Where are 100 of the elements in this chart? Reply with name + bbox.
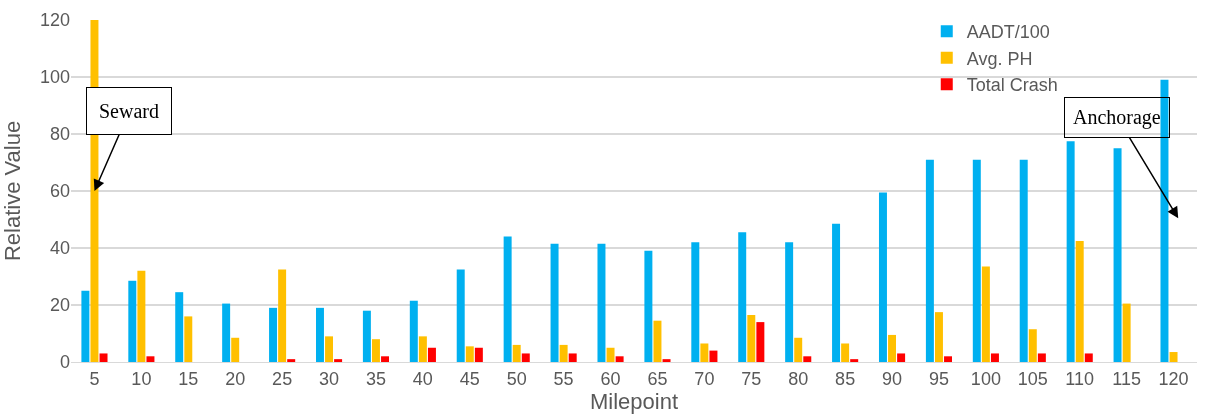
legend-label: Avg. PH: [966, 48, 1033, 69]
bar: [747, 314, 756, 362]
x-tick-label: 5: [89, 368, 100, 389]
bar: [1075, 240, 1084, 362]
bar: [503, 236, 512, 362]
bar: [512, 344, 521, 362]
bar: [700, 343, 709, 362]
bar: [1084, 353, 1093, 362]
y-tick-label: 60: [49, 181, 70, 202]
bar: [334, 359, 343, 362]
bar: [1122, 303, 1131, 362]
bar: [1066, 141, 1075, 362]
x-tick-label: 80: [788, 368, 809, 389]
x-tick-label: 95: [928, 368, 949, 389]
x-tick-label: 100: [970, 368, 1001, 389]
bar: [934, 312, 943, 362]
bar: [662, 359, 671, 362]
bar: [146, 356, 155, 362]
bar: [371, 339, 380, 362]
bar: [521, 353, 530, 362]
bar: [944, 356, 953, 362]
x-tick-label: 15: [178, 368, 199, 389]
bar: [381, 356, 390, 362]
bar: [981, 266, 990, 362]
x-tick-label: 55: [553, 368, 574, 389]
bar: [972, 159, 981, 362]
bar: [418, 336, 427, 362]
bar: [568, 353, 577, 362]
bar: [465, 346, 474, 362]
bar: [287, 359, 296, 362]
x-tick-label: 70: [694, 368, 715, 389]
legend-label: AADT/100: [966, 22, 1050, 43]
bar: [888, 334, 897, 362]
y-tick-label: 100: [39, 67, 70, 88]
bar: [738, 232, 747, 362]
x-axis-title: Milepoint: [589, 388, 679, 414]
bar: [362, 310, 371, 362]
bar: [99, 353, 108, 362]
bar: [325, 336, 334, 362]
bar: [597, 243, 606, 362]
bar: [81, 290, 90, 362]
bar: [841, 343, 850, 362]
bar: [315, 307, 324, 362]
bar: [756, 322, 765, 362]
bar: [137, 270, 146, 362]
annotation: Seward: [99, 100, 159, 122]
x-tick-label: 60: [600, 368, 621, 389]
bar: [474, 347, 483, 362]
bar: [409, 300, 418, 362]
bar: [615, 356, 624, 362]
x-tick-label: 25: [272, 368, 293, 389]
x-tick-label: 65: [647, 368, 668, 389]
bar: [1169, 352, 1178, 362]
x-tick-label: 30: [319, 368, 340, 389]
bar: [653, 320, 662, 362]
x-tick-label: 120: [1158, 368, 1189, 389]
bar: [897, 353, 906, 362]
bar: [1160, 79, 1169, 362]
x-tick-label: 85: [835, 368, 856, 389]
bar: [269, 307, 278, 362]
x-tick-label: 40: [412, 368, 433, 389]
x-tick-label: 50: [506, 368, 527, 389]
bar: [785, 242, 794, 362]
bar: [184, 316, 193, 362]
bar: [644, 250, 653, 362]
bar: [1019, 159, 1028, 362]
bar: [709, 350, 718, 362]
bar: [550, 243, 559, 362]
bar: [832, 223, 841, 362]
bar: [278, 269, 287, 362]
bar: [128, 280, 137, 362]
x-tick-label: 110: [1065, 368, 1095, 389]
bar: [559, 344, 568, 362]
bar: [990, 353, 999, 362]
bar: [850, 359, 859, 362]
x-tick-label: 35: [365, 368, 386, 389]
annotation: Anchorage: [1073, 106, 1161, 129]
x-tick-label: 105: [1017, 368, 1048, 389]
bar: [231, 337, 240, 362]
legend-label: Total Crash: [966, 75, 1058, 96]
bar: [175, 292, 184, 362]
bar: [925, 159, 934, 362]
y-tick-label: 80: [49, 124, 70, 145]
bar: [878, 192, 887, 362]
x-tick-label: 75: [741, 368, 762, 389]
bar: [794, 337, 803, 362]
x-tick-label: 20: [225, 368, 246, 389]
bar: [803, 356, 812, 362]
x-tick-label: 10: [131, 368, 152, 389]
x-tick-label: 90: [882, 368, 903, 389]
bar: [427, 347, 436, 362]
x-tick-label: 115: [1112, 368, 1141, 389]
bar: [1028, 329, 1037, 362]
bar: [691, 242, 700, 362]
bar: [1037, 353, 1046, 362]
bar: [222, 303, 231, 362]
bar: [606, 347, 615, 362]
bar: [1113, 148, 1122, 362]
y-axis-title: Relative Value: [0, 120, 25, 262]
bar: [456, 269, 465, 362]
